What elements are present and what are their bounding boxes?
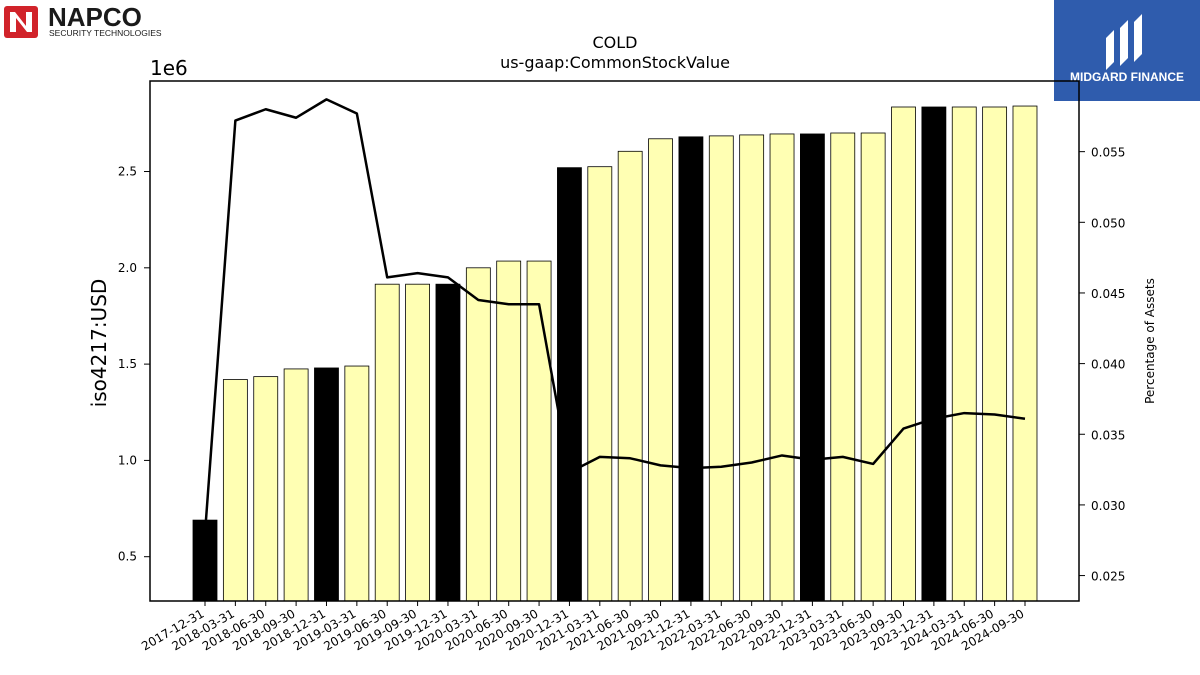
y-offset-label: 1e6 [150, 56, 188, 80]
y2-tick-label: 0.030 [1091, 499, 1125, 513]
plot-frame [149, 80, 1080, 602]
bar-2021-03-31 [587, 166, 613, 602]
bar-2019-06-30 [374, 283, 400, 602]
bar-2017-12-31 [192, 519, 218, 602]
bar-2023-03-31 [830, 132, 856, 602]
midgard-logo-mark [1106, 14, 1142, 70]
bar-2022-06-30 [739, 134, 765, 602]
bar-2018-03-31 [222, 379, 248, 602]
bar-2020-12-31 [557, 167, 582, 602]
bar-2020-06-30 [496, 260, 522, 602]
y2-tick-label: 0.035 [1091, 428, 1125, 442]
bars-group [192, 105, 1038, 602]
y-tick-label: 0.5 [118, 550, 137, 564]
napco-logo: NAPCO SECURITY TECHNOLOGIES [4, 4, 162, 38]
bar-2020-09-30 [526, 260, 552, 602]
y2-tick-label: 0.055 [1091, 146, 1125, 160]
y2-tick-label: 0.025 [1091, 570, 1125, 584]
napco-logo-tagline: SECURITY TECHNOLOGIES [49, 28, 162, 38]
x-ticks-group: 2017-12-312018-03-312018-06-302018-09-30… [139, 601, 1026, 653]
bar-2021-09-30 [648, 138, 673, 602]
y-tick-label: 2.0 [118, 261, 137, 275]
bar-2024-09-30 [1012, 105, 1038, 602]
midgard-logo: MIDGARD FINANCE [1054, 0, 1200, 101]
y2-ticks-group: 0.025 0.030 0.035 0.040 0.045 0.050 0.055 [1079, 146, 1125, 584]
y-tick-label: 1.5 [118, 357, 137, 371]
y-tick-label: 1.0 [118, 453, 137, 467]
chart-subtitle: us-gaap:CommonStockValue [500, 53, 730, 72]
bar-2018-09-30 [283, 368, 309, 602]
bar-2019-12-31 [435, 283, 461, 602]
bar-2019-03-31 [344, 365, 370, 602]
y-axis-label: iso4217:USD [87, 279, 111, 408]
bar-2018-06-30 [253, 376, 279, 602]
bar-2021-12-31 [678, 136, 704, 602]
bar-2022-09-30 [769, 133, 795, 602]
bar-2021-06-30 [617, 150, 643, 602]
y2-tick-label: 0.050 [1091, 216, 1125, 230]
bar-2018-12-31 [314, 367, 339, 602]
bar-2022-03-31 [708, 135, 734, 602]
bar-2024-03-31 [951, 106, 977, 602]
midgard-logo-name: MIDGARD FINANCE [1070, 70, 1184, 84]
napco-logo-name: NAPCO [48, 4, 142, 32]
y-tick-label: 2.5 [118, 165, 137, 179]
bar-2023-06-30 [860, 132, 886, 602]
bar-2024-06-30 [982, 106, 1008, 602]
bar-2023-12-31 [921, 106, 947, 602]
bar-2022-12-31 [800, 133, 825, 602]
percentage-line [203, 98, 1026, 534]
bar-2020-03-31 [465, 267, 491, 602]
bar-2023-09-30 [891, 106, 916, 602]
line-group [203, 98, 1026, 534]
y2-tick-label: 0.045 [1091, 287, 1125, 301]
y2-axis-label: Percentage of Assets [1143, 278, 1157, 404]
y-ticks-group: 0.5 1.0 1.5 2.0 2.5 [118, 165, 150, 564]
bar-2019-09-30 [405, 283, 430, 602]
chart-title: COLD [593, 33, 638, 52]
y2-tick-label: 0.040 [1091, 358, 1125, 372]
